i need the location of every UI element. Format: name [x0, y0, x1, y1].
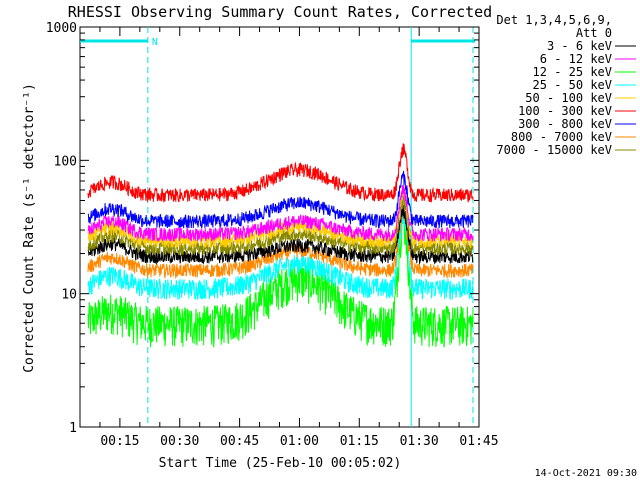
series-line-300-800kev — [87, 170, 474, 229]
x-tick-label: 00:15 — [100, 434, 139, 449]
y-tick-label: 10 — [61, 288, 77, 303]
series-line-6-12kev — [87, 185, 474, 242]
legend-label: 7000 - 15000 keV — [496, 143, 612, 157]
legend-header-line-2: Att 0 — [576, 26, 612, 40]
legend-label: 300 - 800 keV — [518, 117, 612, 131]
y-axis: 1 10 100 1000 — [46, 21, 479, 436]
legend-label: 800 - 7000 keV — [511, 130, 612, 144]
legend-label: 6 - 12 keV — [540, 52, 612, 66]
series-line-12-25kev — [87, 206, 474, 348]
y-axis-label: Corrected Count Rate (s⁻¹ detector⁻¹) — [22, 83, 37, 373]
legend-label: 50 - 100 keV — [525, 91, 612, 105]
x-tick-label: 00:45 — [220, 434, 259, 449]
x-tick-label: 00:30 — [160, 434, 199, 449]
x-tick-label: 01:45 — [459, 434, 498, 449]
legend-header-line-1: Det 1,3,4,5,6,9, — [496, 13, 612, 27]
legend-label: 12 - 25 keV — [533, 65, 612, 79]
footer-timestamp: 14-Oct-2021 09:30 — [535, 468, 637, 479]
x-axis-label: Start Time (25-Feb-10 00:05:02) — [159, 456, 402, 471]
series-line-7000-15000kev — [87, 194, 474, 257]
chart-title: RHESSI Observing Summary Count Rates, Co… — [68, 3, 492, 21]
legend-label: 3 - 6 keV — [547, 39, 612, 53]
series-line-3-6kev — [87, 205, 474, 266]
attenuator-label: N — [152, 37, 158, 48]
x-tick-label: 01:00 — [280, 434, 319, 449]
y-tick-label: 100 — [54, 154, 77, 169]
legend-label: 100 - 300 keV — [518, 104, 612, 118]
legend-label: 25 - 50 keV — [533, 78, 612, 92]
series-line-100-300kev — [87, 143, 474, 203]
series-line-25-50kev — [87, 212, 474, 301]
y-tick-label: 1 — [69, 421, 77, 436]
x-axis: 00:15 00:30 00:45 01:00 01:15 01:30 01:45 — [79, 27, 499, 449]
x-tick-label: 01:30 — [400, 434, 439, 449]
plot-area: N — [79, 26, 480, 428]
x-tick-label: 01:15 — [340, 434, 379, 449]
y-tick-label: 1000 — [46, 21, 77, 36]
